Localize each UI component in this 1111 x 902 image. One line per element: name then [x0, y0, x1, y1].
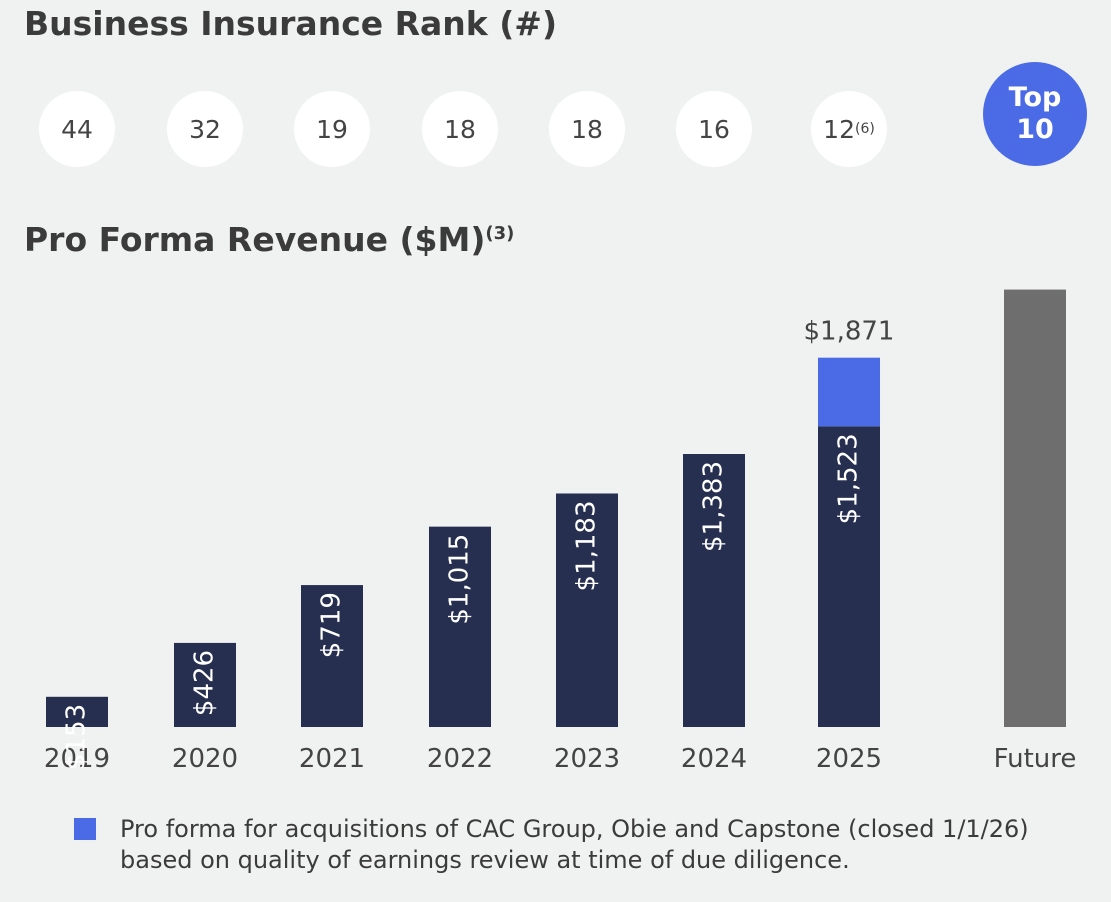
x-tick-label: 2021: [299, 744, 365, 774]
bar: [174, 642, 236, 727]
bar: [556, 493, 618, 727]
value-label: $719: [317, 592, 347, 658]
rank-circle: 44: [39, 91, 115, 167]
rank-label: 18: [571, 114, 603, 144]
rank-circle: 12 (6): [811, 91, 887, 167]
chart-title-note: (3): [485, 223, 515, 244]
value-label: $1,523: [834, 433, 864, 524]
bar: [818, 426, 880, 727]
value-label: $153: [62, 704, 92, 770]
bar: [683, 454, 745, 727]
value-label: $1,383: [699, 461, 729, 552]
value-label: $1,183: [572, 500, 602, 591]
x-tick-label: 2023: [554, 744, 620, 774]
rank-circle: 18: [549, 91, 625, 167]
rank-label: 18: [444, 114, 476, 144]
rank-label: 19: [316, 114, 348, 144]
rank-circle: 32: [167, 91, 243, 167]
x-tick-label: Future: [994, 744, 1077, 774]
bar: [429, 526, 491, 727]
rank-circle: 16: [676, 91, 752, 167]
total-label: $1,871: [804, 317, 895, 347]
bar: [1004, 289, 1066, 727]
chart-title-wrap: Pro Forma Revenue ($M)(3): [24, 220, 514, 259]
bar: [46, 696, 108, 727]
rank-label: 32: [189, 114, 221, 144]
x-tick-label: 2025: [816, 744, 882, 774]
legend-swatch: [74, 818, 96, 840]
rank-label: 12: [823, 114, 855, 144]
x-tick-label: 2024: [681, 744, 747, 774]
value-label: $1,015: [445, 534, 475, 625]
x-tick-label: 2020: [172, 744, 238, 774]
value-label: $426: [190, 650, 220, 716]
rank-note: (6): [854, 121, 875, 137]
x-tick-label: 2019: [44, 744, 110, 774]
bar: [818, 357, 880, 427]
bar: [301, 585, 363, 727]
rank-title: Business Insurance Rank (#): [24, 4, 558, 43]
rank-label: 16: [698, 114, 730, 144]
x-tick-label: 2022: [427, 744, 493, 774]
rank-label: 44: [61, 114, 93, 144]
legend-label: Pro forma for acquisitions of CAC Group,…: [120, 815, 1029, 874]
chart-title: Pro Forma Revenue ($M): [24, 220, 486, 259]
rank-circle: 19: [294, 91, 370, 167]
rank-circle: Top 10: [983, 62, 1087, 166]
rank-circle: 18: [422, 91, 498, 167]
rank-label: Top 10: [1008, 82, 1062, 145]
